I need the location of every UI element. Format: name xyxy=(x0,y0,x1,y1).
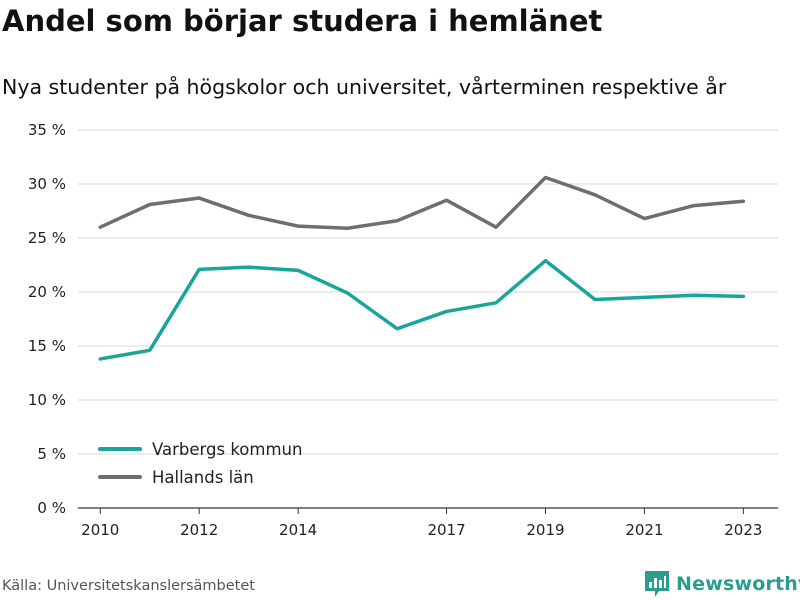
brand-name: Newsworthy xyxy=(676,573,800,595)
chart-subtitle: Nya studenter på högskolor och universit… xyxy=(2,75,727,99)
grid-lines xyxy=(78,129,778,509)
x-tick-label: 2010 xyxy=(81,521,119,539)
y-axis-ticks: 0 % 5 % 10 % 15 % 20 % 25 % 30 % 35 % xyxy=(28,121,66,517)
x-tick-label: 2019 xyxy=(526,521,564,539)
y-tick-label: 20 % xyxy=(28,283,66,301)
series-line-1 xyxy=(98,175,746,231)
x-axis-ticks: 2010 2012 2014 2017 2019 2021 2023 xyxy=(81,508,762,539)
y-tick-label: 10 % xyxy=(28,391,66,409)
x-tick-label: 2014 xyxy=(279,521,317,539)
chart-title: Andel som börjar studera i hemlänet xyxy=(2,4,603,38)
y-tick-label: 30 % xyxy=(28,175,66,193)
y-tick-label: 35 % xyxy=(28,121,66,139)
x-tick-label: 2023 xyxy=(724,521,762,539)
brand-logo: Newsworthy xyxy=(644,570,800,598)
y-tick-label: 25 % xyxy=(28,229,66,247)
x-tick-label: 2021 xyxy=(625,521,663,539)
y-tick-label: 15 % xyxy=(28,337,66,355)
series-line-0 xyxy=(98,258,746,361)
legend: Varbergs kommun Hallands län xyxy=(98,440,302,487)
newsworthy-logo-icon xyxy=(645,571,669,597)
source-note: Källa: Universitetskanslersämbetet xyxy=(2,578,255,594)
x-tick-label: 2017 xyxy=(427,521,465,539)
y-tick-label: 0 % xyxy=(37,499,66,517)
series-lines xyxy=(98,175,746,361)
legend-label: Varbergs kommun xyxy=(152,440,302,459)
x-tick-label: 2012 xyxy=(180,521,218,539)
legend-label: Hallands län xyxy=(152,468,254,487)
y-tick-label: 5 % xyxy=(37,445,66,463)
